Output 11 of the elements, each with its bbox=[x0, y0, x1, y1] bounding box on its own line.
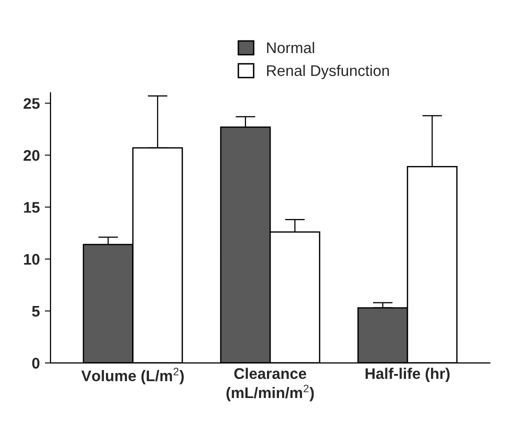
y-tick-label: 25 bbox=[24, 98, 40, 109]
x-tick-label: Half-life (hr) bbox=[366, 368, 450, 382]
x-tick-label: Clearance (mL/min/m$^{2}$) bbox=[226, 368, 314, 402]
y-tick-label: 5 bbox=[32, 306, 40, 317]
legend-label: Renal Dysfunction bbox=[267, 64, 389, 80]
y-tick-label: 20 bbox=[24, 150, 40, 161]
y-tick-label: 15 bbox=[24, 202, 40, 213]
x-tick-label: Volume (L/m$^{2}$) bbox=[81, 368, 184, 384]
legend-label: Normal bbox=[267, 42, 314, 54]
y-tick-label: 10 bbox=[24, 254, 40, 265]
y-tick-label: 0 bbox=[32, 358, 40, 369]
